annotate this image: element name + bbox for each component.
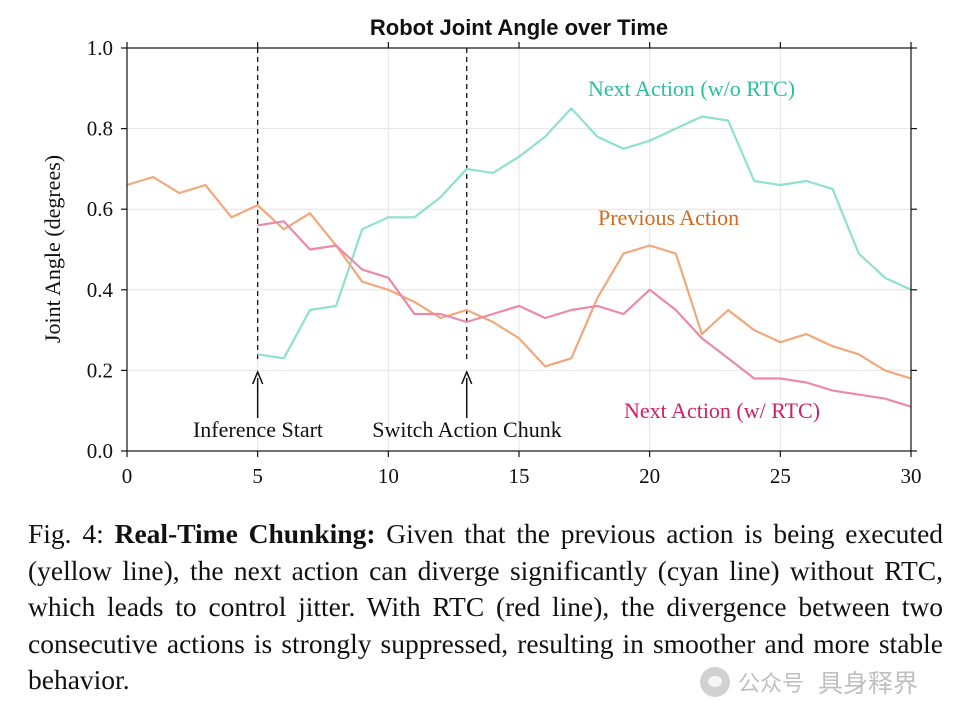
x-tick-label: 20	[639, 464, 660, 488]
annotations: Inference Start Switch Action Chunk	[193, 370, 562, 442]
y-axis-label: Joint Angle (degrees)	[40, 155, 65, 343]
caption-bold: Real-Time Chunking:	[114, 518, 376, 549]
x-tick-label: 5	[252, 464, 263, 488]
y-tick-label: 0.8	[87, 117, 113, 141]
watermark-brand: 具身释界	[818, 669, 919, 698]
series-label-no-rtc: Next Action (w/o RTC)	[588, 76, 795, 101]
x-tick-label: 15	[509, 464, 530, 488]
caption-prefix: Fig. 4:	[28, 518, 104, 549]
chart-title: Robot Joint Angle over Time	[370, 15, 668, 40]
series-layer	[126, 107, 912, 408]
x-tick-label: 30	[901, 464, 922, 488]
series-line-next-action-w-o-rtc	[257, 107, 912, 360]
caption-text: Given that the previous action is being …	[28, 518, 944, 695]
axis-ticks: 0 5 10 15 20 25 30 0.0 0.2 0.4 0.6 0.8 1.0	[87, 36, 922, 488]
x-tick-label: 0	[122, 464, 133, 488]
x-tick-label: 25	[770, 464, 791, 488]
series-label-previous: Previous Action	[598, 205, 739, 230]
watermark-channel: 公众号	[738, 672, 805, 697]
watermark: 公众号 具身释界	[700, 664, 918, 700]
series-label-rtc: Next Action (w/ RTC)	[624, 398, 820, 423]
y-tick-label: 0.0	[87, 439, 113, 463]
series-line-next-action-w-rtc	[257, 220, 912, 408]
y-tick-label: 0.6	[87, 197, 113, 221]
y-tick-label: 0.4	[87, 278, 114, 302]
grid	[126, 47, 912, 452]
y-tick-label: 1.0	[87, 36, 113, 60]
arrow-up-icon	[251, 370, 264, 385]
figure-caption: Fig. 4: Real-Time Chunking: Given that t…	[28, 516, 943, 699]
line-chart: 0 5 10 15 20 25 30 0.0 0.2 0.4 0.6 0.8 1.0 Inference…	[40, 15, 922, 488]
series-line-previous-action	[126, 175, 912, 380]
chart-figure: 0 5 10 15 20 25 30 0.0 0.2 0.4 0.6 0.8 1.0 Inference…	[40, 15, 922, 488]
arrow-up-icon	[461, 370, 473, 385]
annotation-label: Switch Action Chunk	[372, 417, 561, 442]
wechat-logo-icon	[700, 667, 730, 697]
y-tick-label: 0.2	[87, 358, 113, 382]
annotation-label: Inference Start	[193, 417, 323, 442]
x-tick-label: 10	[378, 464, 399, 488]
